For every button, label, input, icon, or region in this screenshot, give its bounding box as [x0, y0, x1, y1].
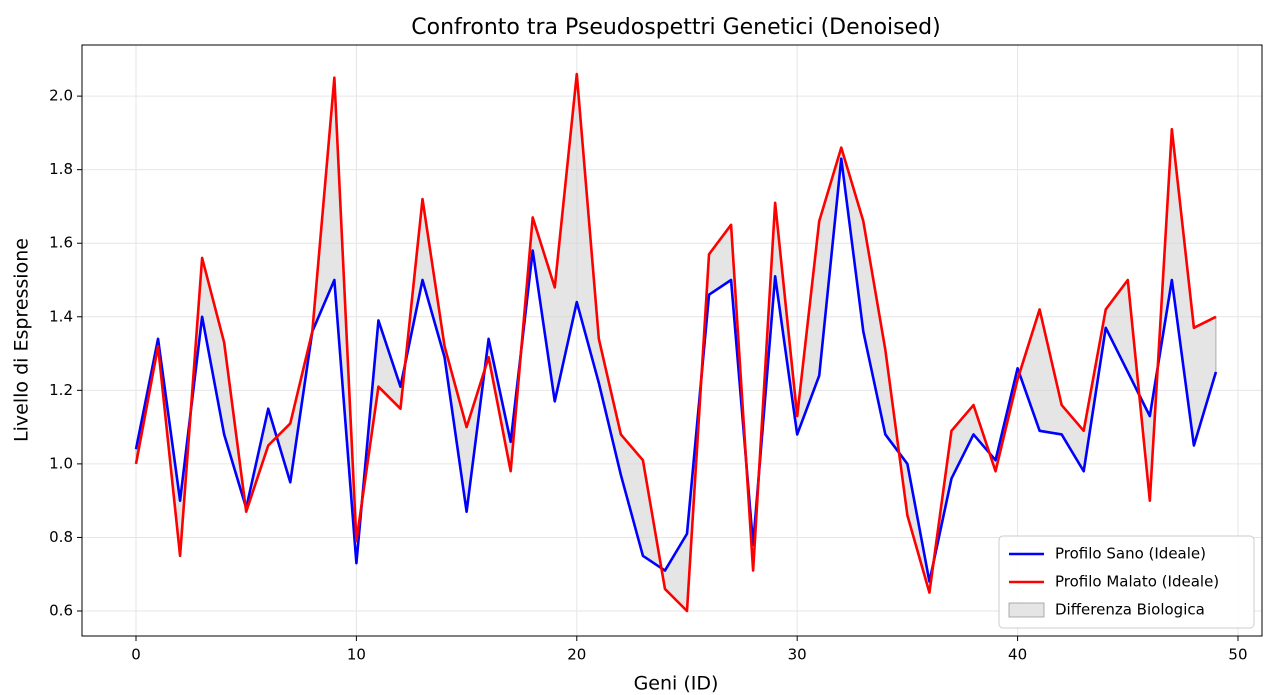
series-line: [134, 72, 1217, 613]
y-tick-label: 0.6: [49, 601, 73, 619]
y-axis-label: Livello di Espressione: [11, 238, 33, 442]
y-tick-label: 0.8: [49, 528, 73, 546]
legend-swatch: [1008, 602, 1045, 618]
x-tick-label: 20: [567, 646, 586, 664]
x-tick-label: 50: [1228, 646, 1247, 664]
x-axis-label: Geni (ID): [634, 673, 719, 695]
legend-label: Profilo Sano (Ideale): [1055, 545, 1206, 563]
y-tick-label: 1.2: [49, 381, 73, 399]
difference-area: [135, 74, 1217, 612]
y-tick-label: 1.0: [49, 454, 73, 472]
x-tick-label: 40: [1008, 646, 1027, 664]
legend-box: [998, 535, 1255, 629]
legend-label: Profilo Malato (Ideale): [1055, 573, 1219, 591]
y-tick-label: 1.8: [49, 160, 73, 178]
x-tick-label: 30: [788, 646, 807, 664]
x-tick-label: 10: [347, 646, 366, 664]
y-tick-label: 1.4: [49, 307, 73, 325]
legend-label: Differenza Biologica: [1055, 601, 1205, 619]
y-tick-label: 2.0: [49, 87, 73, 105]
x-tick-label: 0: [131, 646, 141, 664]
series-line: [134, 157, 1218, 583]
chart-title: Confronto tra Pseudospettri Genetici (De…: [411, 15, 940, 40]
plot-frame: [81, 44, 1263, 637]
y-tick-label: 1.6: [49, 234, 73, 252]
